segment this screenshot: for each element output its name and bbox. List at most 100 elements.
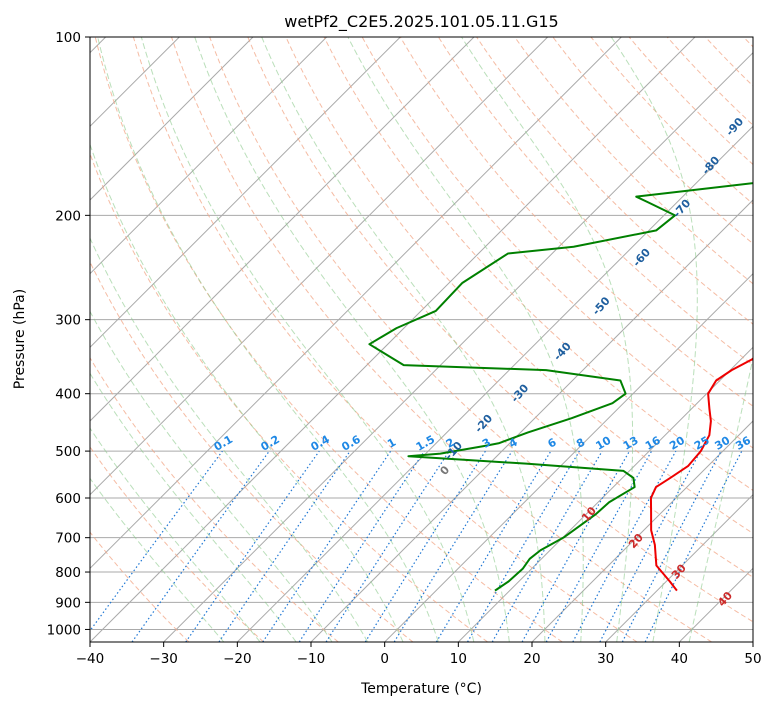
isotherm: [90, 37, 254, 201]
mixing-ratio-label: 3: [480, 436, 493, 451]
isotherm-lines: [90, 37, 753, 642]
dry-adiabat: [90, 356, 339, 642]
plot-frame: [89, 36, 754, 643]
y-tick-label: 700: [55, 531, 81, 547]
dry-adiabat: [90, 531, 190, 642]
mixing-ratio-label: 4: [507, 436, 520, 451]
mixing-ratio-label: 0.4: [309, 433, 333, 454]
isotherm: [310, 199, 753, 642]
moist-adiabat: [90, 143, 404, 642]
dry-adiabat: [323, 37, 753, 491]
mixing-ratio-line: [599, 450, 702, 642]
x-tick-label: −40: [76, 651, 105, 667]
isotherm: [384, 272, 753, 642]
isotherm: [90, 37, 549, 496]
moist-adiabat-label: 20: [626, 531, 646, 551]
isotherm: [90, 37, 328, 275]
mixing-ratio-line: [393, 450, 513, 642]
isotherm: [90, 37, 622, 570]
mixing-ratio-label: 0.2: [258, 433, 281, 454]
moist-adiabat-label: 0: [437, 463, 452, 478]
x-tick-label: 50: [744, 651, 761, 667]
moist-adiabat: [97, 37, 439, 642]
x-tick-label: 30: [597, 651, 614, 667]
dry-adiabat-label: -40: [551, 340, 574, 364]
dry-adiabat-label: -60: [630, 246, 653, 270]
moist-adiabat: [688, 355, 753, 642]
isotherm: [90, 37, 475, 422]
y-tick-label: 600: [55, 491, 81, 507]
dry-adiabat: [90, 260, 414, 642]
dry-adiabat: [247, 37, 753, 578]
pressure-gridlines: [90, 37, 753, 630]
dry-adiabat-label: -100: [756, 79, 775, 108]
x-tick-label: −20: [223, 651, 252, 667]
dry-adiabat-label: -90: [723, 115, 746, 139]
mixing-ratio-line: [131, 450, 270, 642]
dry-adiabats: [90, 37, 753, 642]
isotherm: [605, 493, 753, 642]
dewpoint-profile-line: [368, 182, 753, 592]
temperature-profile-line: [649, 357, 753, 592]
dry-adiabat: [666, 37, 753, 126]
chart-title: wetPf2_C2E5.2025.101.05.11.G15: [284, 12, 558, 32]
y-tick-label: 1000: [47, 622, 81, 638]
moist-adiabat: [261, 37, 546, 642]
x-tick-label: 40: [671, 651, 688, 667]
sounding-series: [368, 182, 753, 592]
x-tick-label: −10: [297, 651, 326, 667]
moist-adiabat: [610, 37, 698, 642]
dry-adiabat: [90, 446, 264, 642]
mixing-ratio-line: [90, 450, 223, 632]
x-tick-label: 10: [450, 651, 467, 667]
moist-adiabat: [194, 37, 510, 642]
mixing-ratio-label: 30: [713, 434, 733, 453]
moist-adiabat-label: 30: [669, 561, 689, 581]
x-axis-label: Temperature (°C): [360, 681, 482, 697]
isotherm: [457, 346, 753, 642]
y-tick-label: 400: [55, 387, 81, 403]
mixing-ratio-line: [262, 450, 392, 642]
mixing-ratio-label: 10: [593, 434, 613, 453]
isotherm: [236, 125, 753, 642]
y-tick-label: 100: [55, 30, 81, 46]
mixing-ratio-label: 1: [385, 436, 398, 451]
y-axis-ticks: 100 200 300 400 500 600 700 800 900 1000: [47, 30, 90, 638]
mixing-ratio-line: [325, 450, 450, 642]
mixing-ratio-line: [644, 450, 743, 642]
mixing-ratio-lines: [90, 450, 743, 642]
dry-adiabat: [90, 152, 488, 642]
dry-adiabat: [209, 37, 753, 623]
moist-adiabat: [90, 427, 261, 642]
x-tick-label: 20: [523, 651, 540, 667]
dry-adiabat: [171, 37, 713, 642]
moist-adiabat: [90, 236, 369, 642]
dry-adiabat-label: -30: [508, 381, 531, 405]
y-axis-label: Pressure (hPa): [12, 289, 28, 389]
mixing-ratio-line: [435, 450, 552, 642]
x-axis-ticks: −40 −30 −20 −10 0 10 20 30 40 50: [76, 642, 762, 667]
mixing-ratio-line: [572, 450, 677, 642]
moist-adiabats: [90, 37, 753, 642]
moist-adiabat: [461, 37, 634, 642]
moist-adiabat: [347, 37, 584, 642]
isotherm: [531, 420, 753, 642]
moist-adiabat: [90, 477, 225, 642]
y-tick-label: 900: [55, 595, 81, 611]
moist-adiabat-label: 40: [715, 589, 735, 609]
mixing-ratio-line: [298, 450, 425, 642]
mixing-ratio-label: 6: [545, 436, 558, 451]
plot-area: -100-90-80-70-60-50-40-30-20-100.1 0.2 0.4…: [90, 37, 775, 642]
dry-adiabat: [514, 37, 753, 285]
dry-adiabat: [132, 37, 638, 642]
mixing-ratio-label: 13: [621, 434, 641, 453]
moist-adiabat: [90, 372, 297, 642]
isotherm: [90, 37, 401, 349]
mixing-ratio-label: 0.6: [339, 433, 363, 454]
y-tick-label: 200: [55, 208, 81, 224]
mixing-ratio-line: [185, 450, 320, 642]
mixing-ratio-line: [545, 450, 653, 642]
x-tick-label: −30: [149, 651, 178, 667]
dry-adiabat: [590, 37, 753, 205]
